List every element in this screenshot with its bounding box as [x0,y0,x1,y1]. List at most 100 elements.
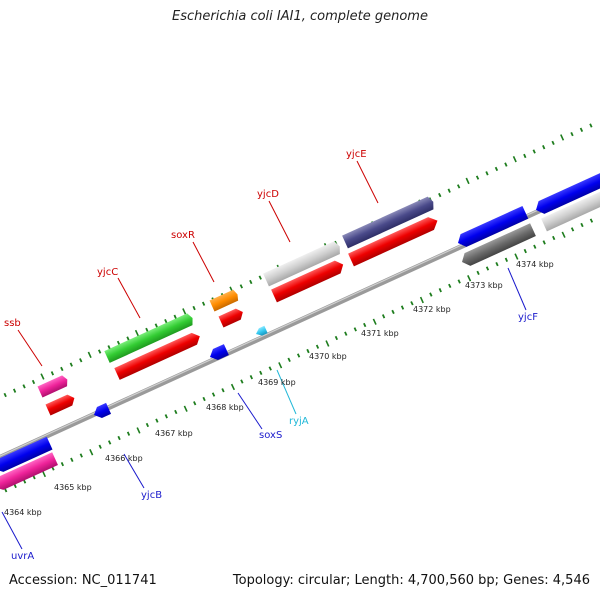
gene-soxS-shape[interactable] [208,344,229,362]
scale-label: 4369 kbp [258,378,296,387]
tick-mark [579,127,584,132]
gene-yjcD-shape[interactable] [263,240,343,287]
tick-mark [542,240,546,245]
tick-mark [485,171,489,176]
tick-mark [249,375,254,380]
summary-text: Topology: circular; Length: 4,700,560 bp… [232,573,590,588]
tick-mark [334,335,339,341]
gene-yjcF-shape[interactable] [455,205,529,249]
tick-mark [22,384,26,389]
gene-label-yjcC: yjcC [97,267,118,278]
cds-yjcC-shape[interactable] [114,330,202,380]
tick-mark [97,349,102,354]
scale-label: 4372 kbp [413,305,451,314]
scale-label: 4366 kbp [105,454,143,463]
tick-mark [155,418,159,423]
tick-mark [154,323,158,328]
tick-mark [201,301,206,306]
gene-label-yjcD: yjcD [257,189,279,200]
tick-mark [182,308,187,315]
gene-yjcE-shape[interactable] [342,195,436,249]
tick-mark [249,279,253,285]
gene-yjcB-shape[interactable] [92,402,112,421]
tick-mark [145,327,149,332]
gene-labels: ssb yjcC soxR yjcD yjcE uvrA yjcB soxS r… [4,149,538,562]
tick-mark [268,366,272,371]
tick-mark [561,231,566,238]
tick-mark [193,401,197,406]
tick-mark [173,314,177,319]
cds-yjcD-shape[interactable] [271,258,346,303]
gene-soxR-shape[interactable] [209,289,240,312]
lower-tick-track [4,218,594,493]
gene-callouts [1,160,527,550]
tick-mark [287,357,291,362]
tick-mark [514,253,519,260]
scale-label: 4365 kbp [54,483,92,492]
tick-mark [315,344,320,349]
gene-uvrA-shape[interactable] [0,436,53,475]
cds-yjcF-shape[interactable] [459,223,536,268]
gene-yjcC-shape[interactable] [104,312,195,363]
cds-soxR-shape[interactable] [218,307,246,328]
tick-mark [429,292,433,297]
tick-mark [456,184,461,189]
gene-label-ssb: ssb [4,318,21,329]
tick-mark [164,414,168,419]
accession-text: Accession: NC_011741 [9,573,157,588]
tick-mark [475,175,480,180]
tick-mark [306,348,310,354]
reverse-gene-features [0,172,600,493]
tick-mark [296,353,301,358]
tick-mark [381,314,386,319]
tick-mark [202,396,206,402]
tick-mark [400,305,405,310]
tick-mark [551,140,555,145]
tick-mark [523,153,527,159]
tick-mark [69,362,73,367]
tick-mark [107,440,112,445]
tick-mark [560,134,565,141]
tick-mark [4,488,8,493]
tick-mark [79,453,83,458]
scale-labels: 4364 kbp 4365 kbp 4366 kbp 4367 kbp 4368… [4,260,554,517]
gene-label-uvrA: uvrA [11,551,34,562]
cds-uvrA-shape[interactable] [0,452,58,493]
tick-mark [363,322,367,328]
gene-partial-right-blue-shape[interactable] [533,172,600,217]
tick-mark [353,327,357,332]
scale-label: 4370 kbp [309,352,347,361]
scale-label: 4368 kbp [206,403,244,412]
tick-mark [136,427,141,434]
tick-mark [523,248,527,254]
gene-ryjA-shape[interactable] [254,325,268,338]
tick-mark [570,132,574,137]
tick-mark [495,262,499,267]
tick-mark [570,227,575,232]
tick-mark [117,435,121,441]
cds-yjcE-shape[interactable] [348,214,440,267]
scale-label: 4374 kbp [516,260,554,269]
gene-label-soxS: soxS [259,430,282,441]
cds-ssb-shape[interactable] [45,393,77,416]
map-title: Escherichia coli IAI1, complete genome [172,9,428,24]
tick-mark [504,257,509,262]
scale-label: 4371 kbp [361,329,399,338]
tick-mark [344,331,348,336]
tick-mark [211,392,216,397]
scale-label: 4367 kbp [155,429,193,438]
tick-mark [325,340,330,347]
gene-ssb-shape[interactable] [37,374,70,398]
tick-mark [230,383,236,391]
tick-mark [40,373,45,380]
tick-mark [116,340,121,346]
tick-mark [50,371,55,376]
tick-mark [70,457,74,462]
tick-mark [447,188,451,193]
tick-mark [494,166,499,172]
tick-mark [89,448,94,456]
gene-partial-right-shape[interactable] [541,189,600,232]
tick-mark [164,319,168,324]
tick-mark [552,235,556,241]
